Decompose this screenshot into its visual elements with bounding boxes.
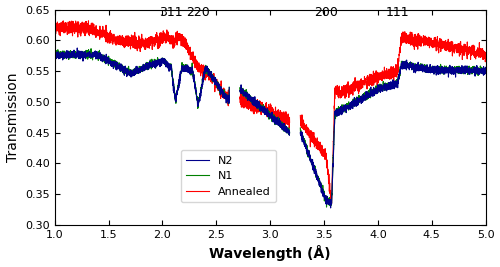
N2 xyxy=(156,58,162,61)
Line: Annealed: Annealed xyxy=(54,19,229,106)
N1 xyxy=(130,68,136,72)
N1 xyxy=(70,53,76,56)
Annealed xyxy=(214,84,220,88)
N2 xyxy=(226,86,232,89)
N1 xyxy=(88,47,94,50)
Text: 220: 220 xyxy=(186,6,210,19)
N1 xyxy=(52,53,58,56)
N2 xyxy=(70,53,76,56)
N1 xyxy=(195,107,201,110)
Annealed xyxy=(103,34,109,37)
N1 xyxy=(74,53,80,56)
N1 xyxy=(156,61,162,64)
Text: 311: 311 xyxy=(160,6,183,19)
Annealed xyxy=(52,26,58,30)
N2 xyxy=(103,58,109,62)
N2 xyxy=(130,71,136,74)
Annealed xyxy=(226,104,232,107)
Annealed xyxy=(52,18,58,21)
Annealed xyxy=(70,27,76,30)
N2 xyxy=(74,46,80,50)
N2 xyxy=(74,53,80,56)
Annealed xyxy=(226,98,232,101)
Annealed xyxy=(130,39,136,42)
N1 xyxy=(215,81,221,84)
Y-axis label: Transmission: Transmission xyxy=(6,73,20,162)
Annealed xyxy=(156,46,162,49)
N2 xyxy=(52,53,58,56)
Legend: N2, N1, Annealed: N2, N1, Annealed xyxy=(181,150,276,202)
Line: N1: N1 xyxy=(54,49,229,108)
Text: 200: 200 xyxy=(314,6,338,19)
N1 xyxy=(226,86,232,89)
Text: 111: 111 xyxy=(386,6,409,19)
X-axis label: Wavelength (Å): Wavelength (Å) xyxy=(210,245,331,261)
Annealed xyxy=(74,28,80,31)
N1 xyxy=(103,58,109,61)
N2 xyxy=(215,87,221,91)
N2 xyxy=(195,105,201,108)
Line: N2: N2 xyxy=(54,48,229,107)
